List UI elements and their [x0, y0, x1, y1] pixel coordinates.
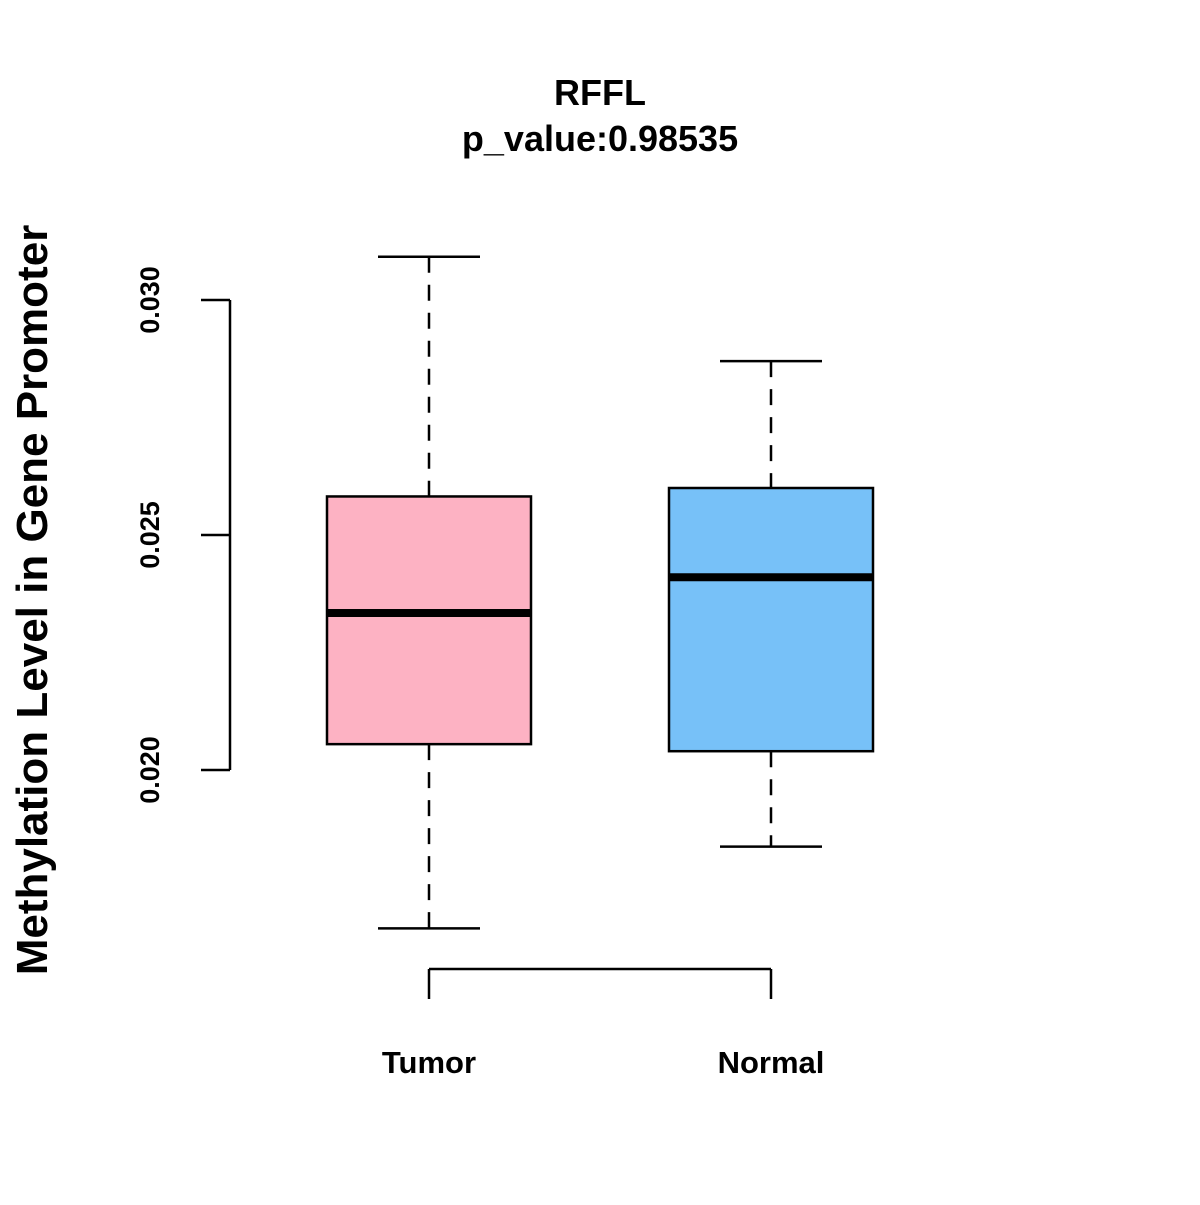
x-axis: Tumor Normal — [382, 967, 825, 1080]
y-tick-label: 0.020 — [135, 736, 165, 804]
y-tick-label: 0.025 — [135, 501, 165, 569]
chart-title: RFFL — [554, 72, 646, 113]
box-tumor — [325, 255, 533, 930]
iqr-box — [325, 495, 533, 746]
box-series — [325, 255, 875, 930]
box-normal — [667, 359, 875, 848]
chart-subtitle: p_value:0.98535 — [462, 118, 738, 159]
x-tick-label: Tumor — [382, 1045, 476, 1080]
y-tick-label: 0.030 — [135, 266, 165, 334]
y-axis-label: Methylation Level in Gene Promoter — [8, 225, 57, 976]
x-tick-label: Normal — [718, 1045, 825, 1080]
y-axis: 0.020 0.025 0.030 — [135, 266, 232, 804]
iqr-box — [667, 486, 875, 753]
